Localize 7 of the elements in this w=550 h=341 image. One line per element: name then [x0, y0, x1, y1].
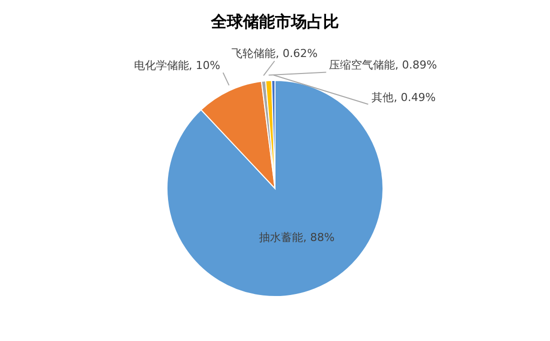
slice-label: 抽水蓄能, 88%	[259, 231, 335, 244]
slice-label: 其他, 0.49%	[372, 90, 436, 104]
slice-label: 压缩空气储能, 0.89%	[329, 58, 437, 72]
slice-label: 飞轮储能, 0.62%	[232, 47, 318, 60]
chart-title: 全球储能市场占比	[210, 12, 339, 31]
slice-label: 电化学储能, 10%	[134, 58, 220, 72]
pie-slice	[166, 80, 384, 297]
